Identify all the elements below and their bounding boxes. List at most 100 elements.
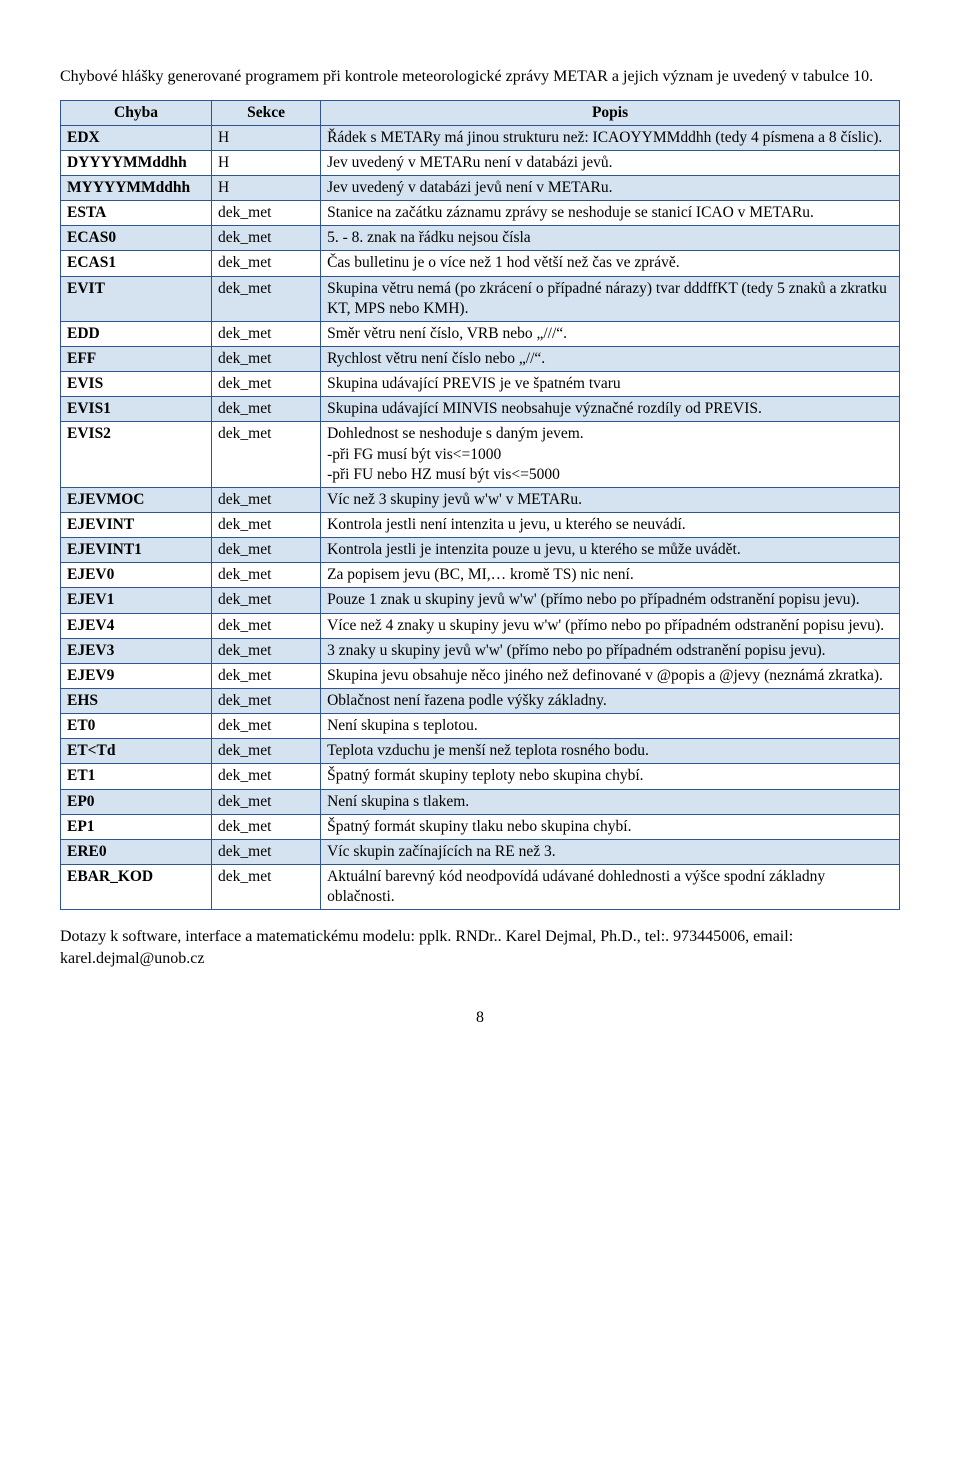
cell-c2: dek_met (212, 814, 321, 839)
cell-c2: dek_met (212, 789, 321, 814)
cell-c2: dek_met (212, 739, 321, 764)
cell-c2: dek_met (212, 588, 321, 613)
table-row: EDDdek_metSměr větru není číslo, VRB neb… (61, 321, 900, 346)
cell-c2: dek_met (212, 839, 321, 864)
cell-c1: ET1 (61, 764, 212, 789)
cell-c3: Špatný formát skupiny teploty nebo skupi… (321, 764, 900, 789)
header-chyba: Chyba (61, 100, 212, 125)
cell-c2: dek_met (212, 764, 321, 789)
cell-c1: EP1 (61, 814, 212, 839)
cell-c3: Řádek s METARy má jinou strukturu než: I… (321, 125, 900, 150)
cell-c3: Dohlednost se neshoduje s daným jevem.-p… (321, 422, 900, 487)
cell-c1: EVIS1 (61, 397, 212, 422)
cell-c2: dek_met (212, 663, 321, 688)
cell-c3: Jev uvedený v databázi jevů není v METAR… (321, 176, 900, 201)
cell-c1: EJEVINT1 (61, 538, 212, 563)
cell-c3: Skupina udávající PREVIS je ve špatném t… (321, 372, 900, 397)
cell-c3: Kontrola jestli je intenzita pouze u jev… (321, 538, 900, 563)
table-row: EVIS1dek_metSkupina udávající MINVIS neo… (61, 397, 900, 422)
cell-c2: H (212, 125, 321, 150)
cell-c2: dek_met (212, 251, 321, 276)
cell-c2: dek_met (212, 638, 321, 663)
cell-c2: dek_met (212, 538, 321, 563)
cell-c1: EJEVMOC (61, 487, 212, 512)
cell-c1: EVIS (61, 372, 212, 397)
table-header-row: Chyba Sekce Popis (61, 100, 900, 125)
cell-c2: dek_met (212, 276, 321, 321)
cell-c3: Za popisem jevu (BC, MI,… kromě TS) nic … (321, 563, 900, 588)
cell-c1: ET<Td (61, 739, 212, 764)
table-row: EJEV4dek_metVíce než 4 znaky u skupiny j… (61, 613, 900, 638)
cell-c2: H (212, 150, 321, 175)
table-row: ECAS0dek_met5. - 8. znak na řádku nejsou… (61, 226, 900, 251)
cell-c1: EDD (61, 321, 212, 346)
table-row: EHSdek_metOblačnost není řazena podle vý… (61, 688, 900, 713)
cell-c1: EJEV0 (61, 563, 212, 588)
table-row: EBAR_KODdek_metAktuální barevný kód neod… (61, 864, 900, 909)
cell-c3: 3 znaky u skupiny jevů w'w' (přímo nebo … (321, 638, 900, 663)
cell-c3: Víc než 3 skupiny jevů w'w' v METARu. (321, 487, 900, 512)
cell-c1: EJEV3 (61, 638, 212, 663)
cell-c1: EBAR_KOD (61, 864, 212, 909)
cell-c1: ECAS1 (61, 251, 212, 276)
cell-c2: H (212, 176, 321, 201)
cell-c3: 5. - 8. znak na řádku nejsou čísla (321, 226, 900, 251)
cell-c2: dek_met (212, 512, 321, 537)
cell-c2: dek_met (212, 347, 321, 372)
table-row: EVISdek_metSkupina udávající PREVIS je v… (61, 372, 900, 397)
table-row: EFFdek_metRychlost větru není číslo nebo… (61, 347, 900, 372)
cell-c3: Čas bulletinu je o více než 1 hod větší … (321, 251, 900, 276)
cell-c1: EFF (61, 347, 212, 372)
table-row: EJEVINT1dek_metKontrola jestli je intenz… (61, 538, 900, 563)
cell-c3: Špatný formát skupiny tlaku nebo skupina… (321, 814, 900, 839)
cell-c1: ECAS0 (61, 226, 212, 251)
cell-c3: Teplota vzduchu je menší než teplota ros… (321, 739, 900, 764)
table-row: ET1dek_metŠpatný formát skupiny teploty … (61, 764, 900, 789)
cell-c2: dek_met (212, 201, 321, 226)
table-row: EJEVINTdek_metKontrola jestli není inten… (61, 512, 900, 537)
cell-c1: EJEV9 (61, 663, 212, 688)
cell-c2: dek_met (212, 487, 321, 512)
cell-c2: dek_met (212, 714, 321, 739)
cell-c1: ERE0 (61, 839, 212, 864)
cell-c3: Rychlost větru není číslo nebo „//“. (321, 347, 900, 372)
cell-c1: EJEV1 (61, 588, 212, 613)
table-row: DYYYYMMddhhHJev uvedený v METARu není v … (61, 150, 900, 175)
cell-c1: EVIS2 (61, 422, 212, 487)
cell-c3: Oblačnost není řazena podle výšky základ… (321, 688, 900, 713)
cell-c1: EP0 (61, 789, 212, 814)
table-row: MYYYYMMddhhHJev uvedený v databázi jevů … (61, 176, 900, 201)
cell-c3: Více než 4 znaky u skupiny jevu w'w' (př… (321, 613, 900, 638)
cell-c3: Směr větru není číslo, VRB nebo „///“. (321, 321, 900, 346)
table-row: EVITdek_metSkupina větru nemá (po zkráce… (61, 276, 900, 321)
cell-c3: Pouze 1 znak u skupiny jevů w'w' (přímo … (321, 588, 900, 613)
cell-c3: Skupina jevu obsahuje něco jiného než de… (321, 663, 900, 688)
cell-c3: Aktuální barevný kód neodpovídá udávané … (321, 864, 900, 909)
cell-c2: dek_met (212, 864, 321, 909)
cell-c3: Víc skupin začínajících na RE než 3. (321, 839, 900, 864)
cell-c2: dek_met (212, 397, 321, 422)
table-row: EJEV3dek_met3 znaky u skupiny jevů w'w' … (61, 638, 900, 663)
table-row: ECAS1dek_metČas bulletinu je o více než … (61, 251, 900, 276)
table-row: EJEV9dek_metSkupina jevu obsahuje něco j… (61, 663, 900, 688)
header-popis: Popis (321, 100, 900, 125)
table-row: EVIS2dek_metDohlednost se neshoduje s da… (61, 422, 900, 487)
cell-c1: ET0 (61, 714, 212, 739)
cell-c1: MYYYYMMddhh (61, 176, 212, 201)
table-row: ET0dek_metNení skupina s teplotou. (61, 714, 900, 739)
cell-c1: EJEVINT (61, 512, 212, 537)
header-sekce: Sekce (212, 100, 321, 125)
cell-c1: EHS (61, 688, 212, 713)
table-row: ESTAdek_metStanice na začátku záznamu zp… (61, 201, 900, 226)
cell-c3: Stanice na začátku záznamu zprávy se nes… (321, 201, 900, 226)
table-row: EJEVMOCdek_metVíc než 3 skupiny jevů w'w… (61, 487, 900, 512)
page-number: 8 (60, 1009, 900, 1027)
cell-c3: Skupina větru nemá (po zkrácení o případ… (321, 276, 900, 321)
table-row: ERE0dek_metVíc skupin začínajících na RE… (61, 839, 900, 864)
cell-c2: dek_met (212, 613, 321, 638)
cell-c3: Kontrola jestli není intenzita u jevu, u… (321, 512, 900, 537)
cell-c1: DYYYYMMddhh (61, 150, 212, 175)
table-row: EJEV0dek_metZa popisem jevu (BC, MI,… kr… (61, 563, 900, 588)
cell-c3: Není skupina s tlakem. (321, 789, 900, 814)
table-row: ET<Tddek_metTeplota vzduchu je menší než… (61, 739, 900, 764)
